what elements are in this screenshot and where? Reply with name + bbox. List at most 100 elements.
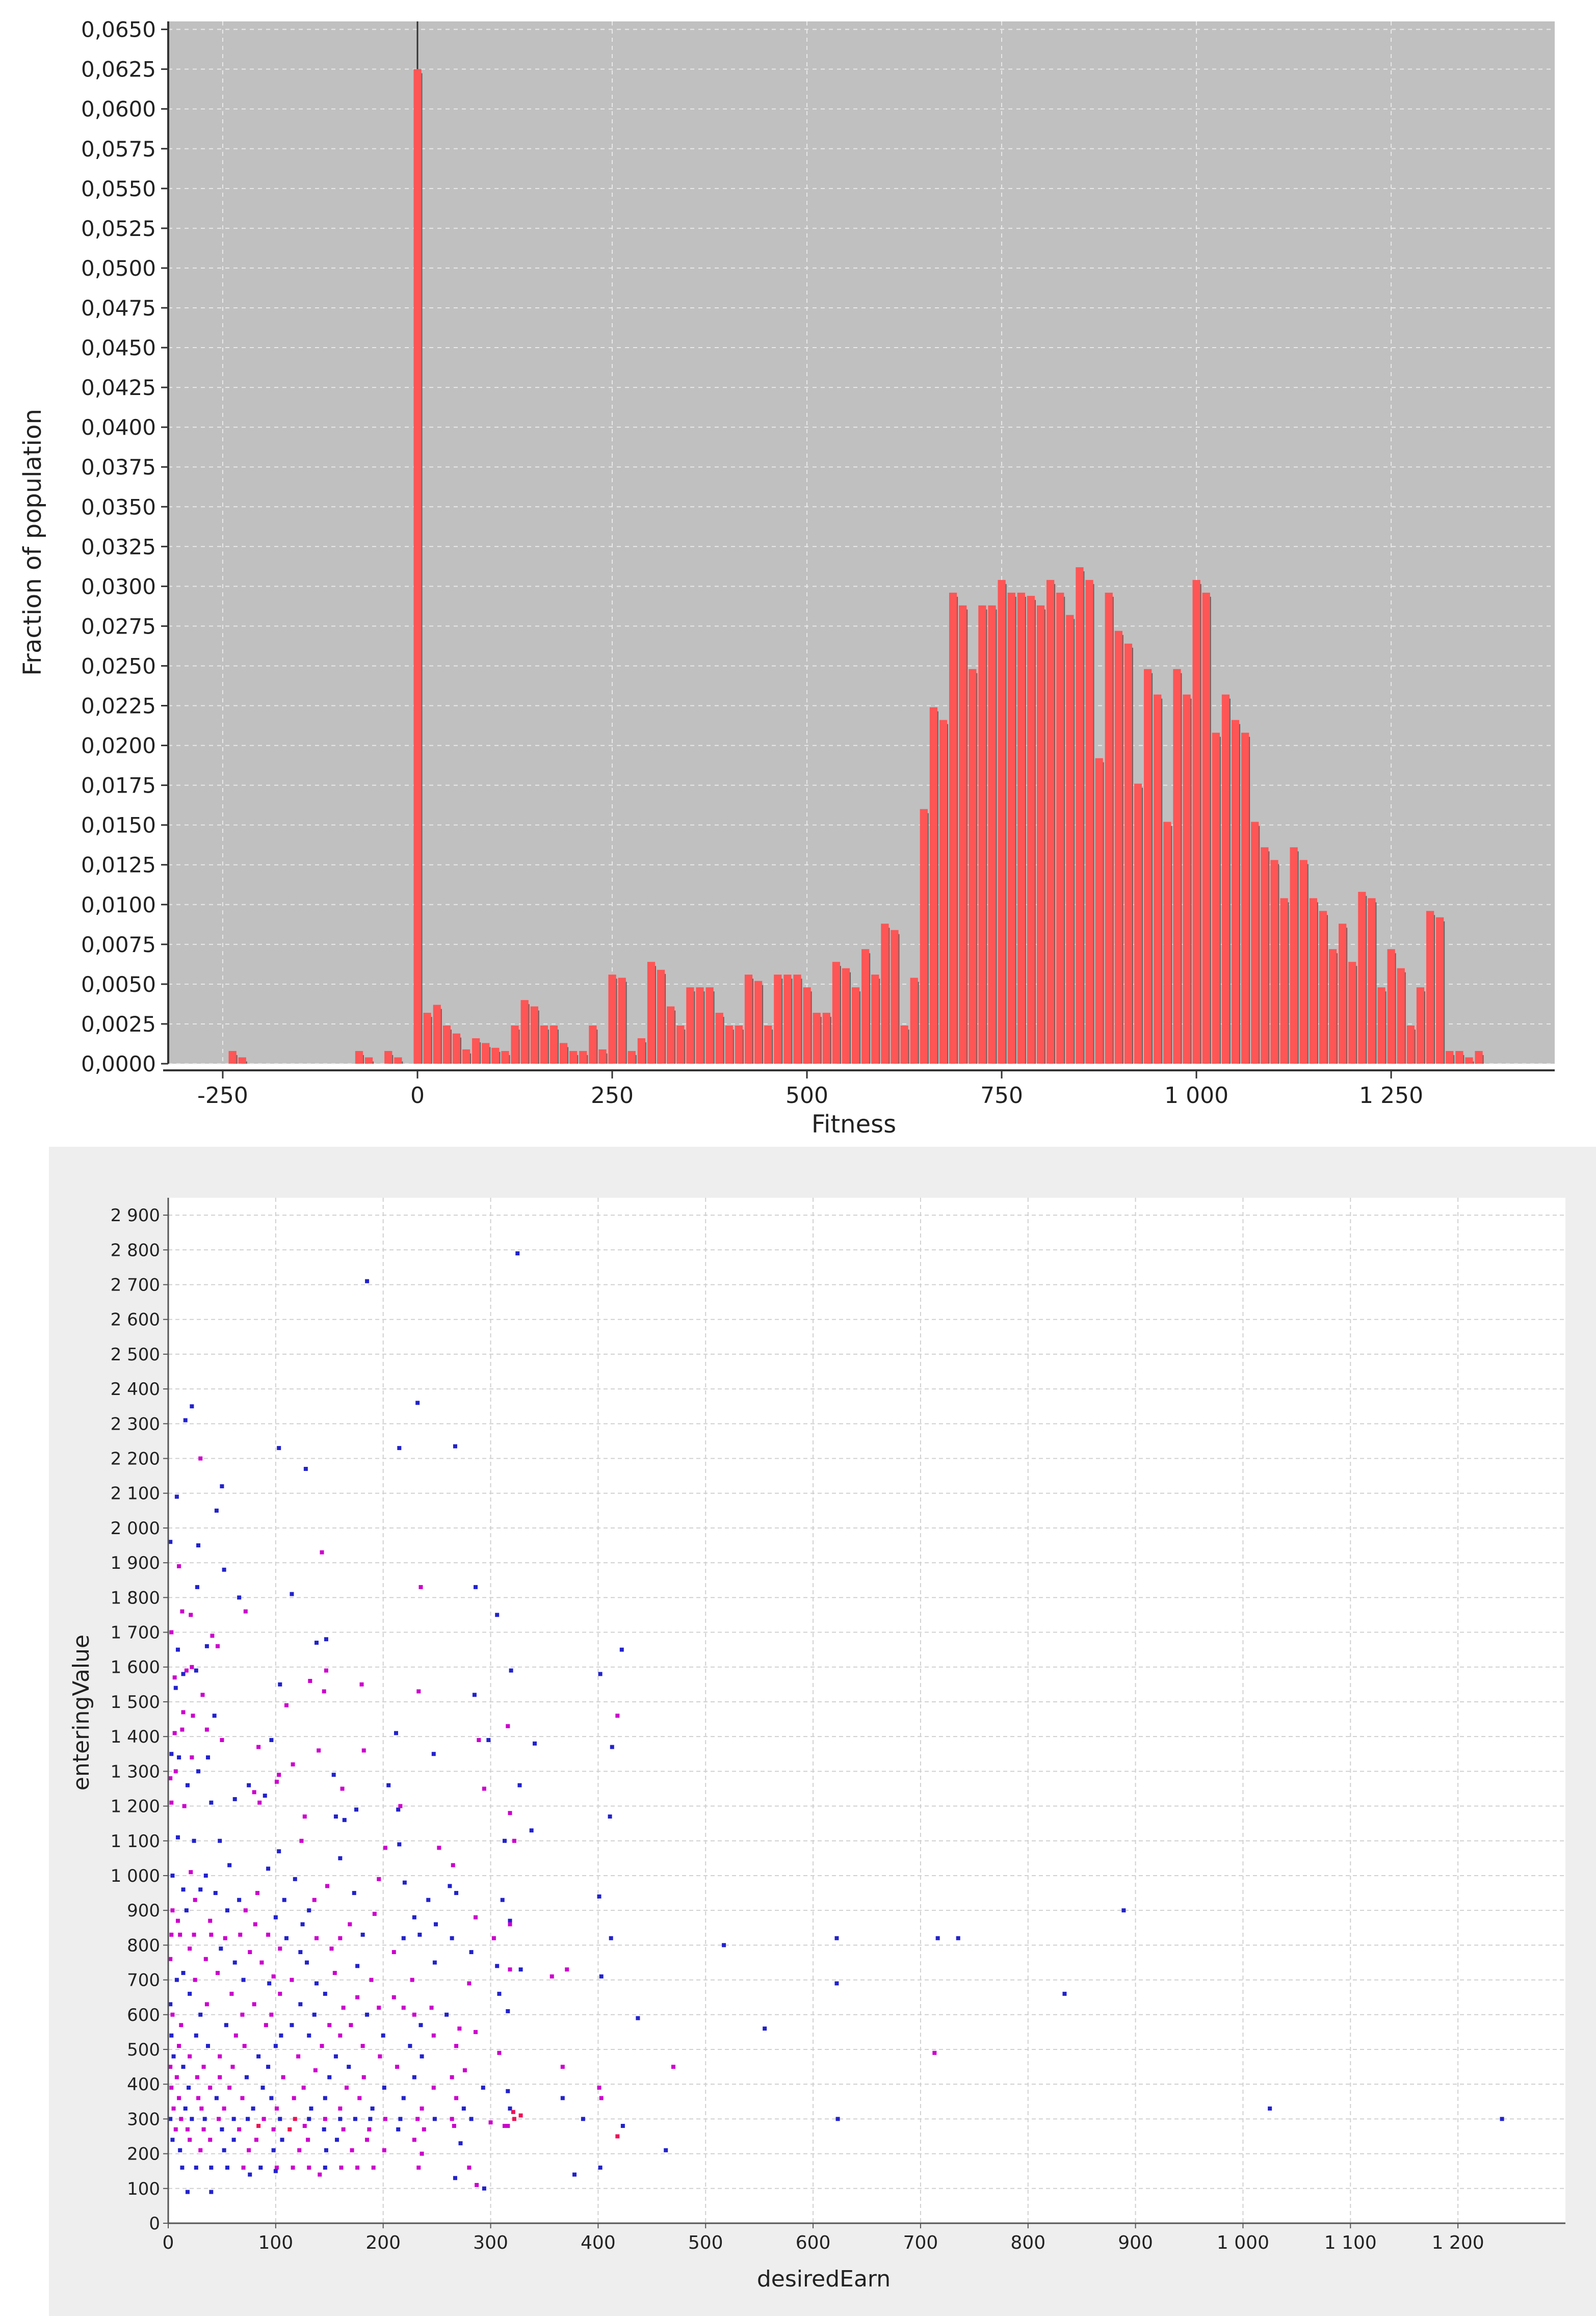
scatter-y-tick-label: 1 900 xyxy=(111,1553,160,1573)
scatter-x-tick-label: 300 xyxy=(473,2232,508,2253)
scatter-point xyxy=(454,1891,459,1896)
histogram-y-tick-label: 0,0350 xyxy=(81,494,156,519)
histogram-bar xyxy=(686,987,694,1064)
histogram-y-tick-label: 0,0175 xyxy=(81,773,156,798)
scatter-point xyxy=(508,1811,512,1815)
scatter-point xyxy=(664,2148,668,2152)
scatter-point xyxy=(196,1769,201,1774)
histogram-bar xyxy=(413,69,422,1064)
scatter-point xyxy=(175,1918,180,1923)
scatter-y-tick-label: 1 100 xyxy=(111,1831,160,1852)
scatter-point xyxy=(333,1814,338,1819)
histogram-bar xyxy=(1066,615,1074,1064)
scatter-point xyxy=(508,1922,512,1927)
scatter-x-tick-label: 1 100 xyxy=(1324,2232,1377,2253)
scatter-point xyxy=(244,2075,249,2080)
scatter-point xyxy=(203,1873,208,1878)
histogram-bar xyxy=(910,978,918,1064)
scatter-point xyxy=(293,2117,297,2121)
scatter-point xyxy=(241,2165,246,2170)
scatter-y-tick-label: 2 800 xyxy=(111,1240,160,1260)
scatter-point xyxy=(277,1446,281,1451)
scatter-point xyxy=(246,2117,250,2121)
scatter-point xyxy=(308,1679,312,1683)
scatter-point xyxy=(261,2117,266,2121)
scatter-point xyxy=(598,1672,603,1676)
histogram-bar xyxy=(735,1025,743,1064)
scatter-point xyxy=(301,2086,306,2090)
histogram-bar xyxy=(647,962,656,1064)
scatter-point xyxy=(453,2176,457,2180)
scatter-point xyxy=(189,1870,193,1875)
histogram-bar xyxy=(1183,694,1191,1064)
scatter-point xyxy=(222,2106,226,2111)
scatter-point xyxy=(426,1898,431,1902)
scatter-point xyxy=(282,1898,286,1902)
histogram-bar xyxy=(696,987,704,1064)
histogram-bar xyxy=(764,1025,772,1064)
histogram-bar xyxy=(540,1025,548,1064)
scatter-point xyxy=(217,2117,221,2121)
scatter-point xyxy=(394,1731,398,1735)
scatter-point xyxy=(299,1838,304,1843)
histogram-y-tick-label: 0,0525 xyxy=(81,216,156,241)
scatter-point xyxy=(338,2033,343,2038)
scatter-point xyxy=(834,1981,839,1986)
scatter-point xyxy=(307,2117,311,2121)
scatter-point xyxy=(307,2033,311,2038)
scatter-y-tick-label: 200 xyxy=(127,2144,160,2165)
scatter-point xyxy=(242,2044,247,2048)
scatter-point xyxy=(230,2065,235,2069)
histogram-bar xyxy=(900,1025,908,1064)
scatter-point xyxy=(184,1668,189,1673)
scatter-point xyxy=(619,1647,624,1652)
scatter-point xyxy=(307,2165,311,2170)
scatter-x-ticks: 0 100 200 300 400 500 600 700 800 900 1 000 1 100 1 … xyxy=(163,2223,1484,2253)
histogram-bar xyxy=(1416,987,1425,1064)
scatter-point xyxy=(233,2033,238,2038)
scatter-point xyxy=(209,1932,214,1937)
scatter-point xyxy=(177,1564,181,1568)
histogram-bar xyxy=(1309,898,1318,1064)
scatter-x-tick-label: 0 xyxy=(163,2232,174,2253)
scatter-point xyxy=(218,2054,222,2059)
scatter-point xyxy=(457,2026,462,2031)
histogram-bar xyxy=(891,930,899,1064)
histogram-y-tick-label: 0,0050 xyxy=(81,972,156,997)
histogram-bar xyxy=(803,987,811,1064)
scatter-point xyxy=(401,2096,406,2100)
scatter-point xyxy=(475,2182,479,2187)
scatter-point xyxy=(218,2075,222,2080)
histogram-bar xyxy=(627,1051,636,1064)
scatter-point xyxy=(192,1932,196,1937)
scatter-point xyxy=(260,2086,265,2090)
scatter-point xyxy=(448,1884,452,1888)
scatter-point xyxy=(188,1946,192,1951)
scatter-point xyxy=(352,1891,356,1896)
scatter-point xyxy=(320,2044,324,2048)
scatter-point xyxy=(355,2165,360,2170)
scatter-point xyxy=(243,1609,248,1614)
scatter-point xyxy=(274,2165,279,2170)
scatter-point xyxy=(412,2138,416,2142)
scatter-point xyxy=(274,1779,279,1784)
scatter-x-tick-label: 200 xyxy=(365,2232,401,2253)
scatter-point xyxy=(208,1918,213,1923)
scatter-point xyxy=(377,1877,381,1881)
scatter-point xyxy=(518,2113,523,2118)
scatter-point xyxy=(264,2023,268,2028)
histogram-bar xyxy=(1446,1051,1454,1064)
scatter-point xyxy=(306,2138,310,2142)
scatter-point xyxy=(454,2096,459,2100)
scatter-point xyxy=(401,2006,406,2010)
histogram-bar xyxy=(394,1057,402,1064)
histogram-bar xyxy=(384,1051,393,1064)
scatter-point xyxy=(357,2096,362,2100)
scatter-point xyxy=(317,1748,321,1753)
scatter-point xyxy=(296,2054,301,2059)
scatter-point xyxy=(477,1738,481,1742)
scatter-point xyxy=(420,2151,424,2156)
scatter-point xyxy=(342,1818,347,1822)
scatter-point xyxy=(318,2172,322,2177)
scatter-point xyxy=(398,1804,403,1808)
